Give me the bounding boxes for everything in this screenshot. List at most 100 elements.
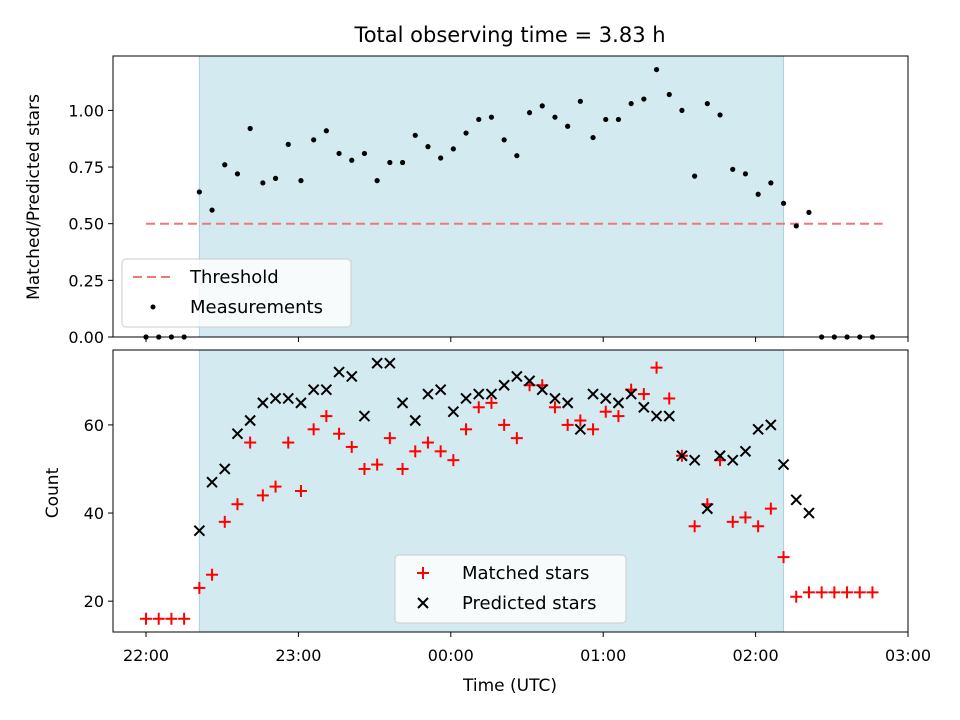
predicted-star-point xyxy=(536,383,548,396)
predicted-star-point xyxy=(460,392,472,405)
measurement-point xyxy=(565,123,571,129)
predicted-star-point xyxy=(409,414,421,427)
measurement-point xyxy=(653,66,660,73)
measurement-points xyxy=(143,66,876,340)
matched-star-point xyxy=(345,440,358,453)
predicted-star-point xyxy=(752,423,764,436)
matched-star-point xyxy=(269,480,282,493)
matched-star-point xyxy=(739,511,752,524)
legend-measurements-label: Measurements xyxy=(190,297,323,318)
matched-star-point xyxy=(752,520,765,533)
measurement-point xyxy=(311,137,317,143)
bottom-x-tick-label: 01:00 xyxy=(580,646,626,665)
bottom-y-tick-label: 60 xyxy=(84,416,104,435)
matched-star-point xyxy=(574,414,587,427)
matched-star-point xyxy=(206,568,219,581)
matched-star-point xyxy=(650,361,663,374)
matched-star-point xyxy=(510,432,523,445)
predicted-star-point xyxy=(231,428,244,440)
measurement-point xyxy=(425,144,431,150)
matched-star-point xyxy=(409,445,422,458)
top-y-axis-label: Matched/Predicted stars xyxy=(24,94,44,300)
bottom-y-tick-label: 20 xyxy=(84,592,104,611)
bottom-y-ticks: 20 40 60 xyxy=(84,416,113,611)
predicted-star-point xyxy=(765,419,777,431)
legend-threshold-label: Threshold xyxy=(189,267,279,288)
bottom-x-ticks: 22:00 23:00 00:00 01:00 02:00 03:00 xyxy=(123,632,931,665)
matched-star-point xyxy=(152,612,165,625)
matched-star-point xyxy=(815,586,828,599)
predicted-star-point xyxy=(714,450,726,462)
matched-star-point xyxy=(358,462,371,475)
predicted-star-point xyxy=(346,370,358,383)
matched-star-point xyxy=(421,436,434,449)
measurement-point xyxy=(463,130,469,136)
matched-star-point xyxy=(612,410,625,423)
measurement-point xyxy=(628,100,634,107)
predicted-star-point xyxy=(219,463,231,475)
matched-star-point xyxy=(434,445,447,458)
matched-star-point xyxy=(866,586,879,599)
matched-star-point xyxy=(383,432,396,445)
predicted-star-point xyxy=(257,397,269,409)
predicted-star-point xyxy=(739,445,752,458)
measurement-point xyxy=(209,207,215,213)
bottom-x-tick-label: 03:00 xyxy=(885,646,931,665)
top-panel: 0.00 0.25 0.50 0.75 1.00 Total observing tim… xyxy=(24,23,909,347)
bottom-legend-box xyxy=(394,554,627,624)
measurement-point xyxy=(526,110,533,116)
matched-star-point xyxy=(828,586,841,599)
matched-star-point xyxy=(637,388,650,401)
predicted-star-point xyxy=(625,388,637,400)
bottom-x-axis-label: Time (UTC) xyxy=(462,676,557,696)
predicted-star-point xyxy=(282,392,294,405)
predicted-star-point xyxy=(663,410,675,422)
predicted-star-point xyxy=(638,401,650,413)
matched-star-point xyxy=(256,489,269,502)
bottom-y-tick-label: 40 xyxy=(84,504,104,523)
predicted-star-point xyxy=(206,476,218,488)
bottom-x-tick-label: 02:00 xyxy=(733,646,779,665)
matched-star-point xyxy=(218,515,231,528)
predicted-star-point xyxy=(295,397,307,409)
measurement-point xyxy=(234,171,241,177)
measurement-point xyxy=(196,189,202,195)
predicted-star-point xyxy=(422,388,434,400)
measurement-point xyxy=(780,200,787,206)
matched-star-point xyxy=(447,454,460,467)
matched-star-point xyxy=(726,515,739,528)
measurement-point xyxy=(590,134,596,141)
measurement-point xyxy=(539,103,545,109)
measurement-point xyxy=(387,159,393,166)
measurement-point xyxy=(374,178,380,184)
measurement-point xyxy=(577,98,583,104)
predicted-star-point xyxy=(600,392,612,405)
predicted-star-point xyxy=(676,450,688,462)
legend-measurements-swatch xyxy=(150,304,156,310)
predicted-star-point xyxy=(434,383,447,396)
predicted-star-point xyxy=(574,423,587,436)
predicted-star-point xyxy=(371,357,383,369)
top-y-tick-label: 1.00 xyxy=(68,101,104,120)
matched-star-point xyxy=(561,418,574,431)
measurement-point xyxy=(692,173,698,179)
legend-matched-swatch xyxy=(417,567,429,579)
matched-star-point xyxy=(165,612,178,625)
measurement-point xyxy=(501,137,507,143)
matched-star-point xyxy=(498,418,511,431)
measurement-point xyxy=(615,116,622,123)
predicted-star-point xyxy=(777,458,790,471)
matched-star-point xyxy=(282,436,295,449)
predicted-star-point xyxy=(358,410,371,422)
measurement-point xyxy=(552,114,558,120)
top-y-tick-label: 0.50 xyxy=(68,215,104,234)
measurement-point xyxy=(272,175,279,181)
predicted-stars-points xyxy=(193,357,815,537)
matched-star-point xyxy=(853,586,866,599)
bottom-x-tick-label: 00:00 xyxy=(428,646,474,665)
predicted-star-point xyxy=(244,414,256,427)
matched-star-point xyxy=(777,551,790,564)
matched-star-point xyxy=(587,423,600,436)
measurement-point xyxy=(603,116,609,123)
predicted-star-point xyxy=(320,383,333,396)
